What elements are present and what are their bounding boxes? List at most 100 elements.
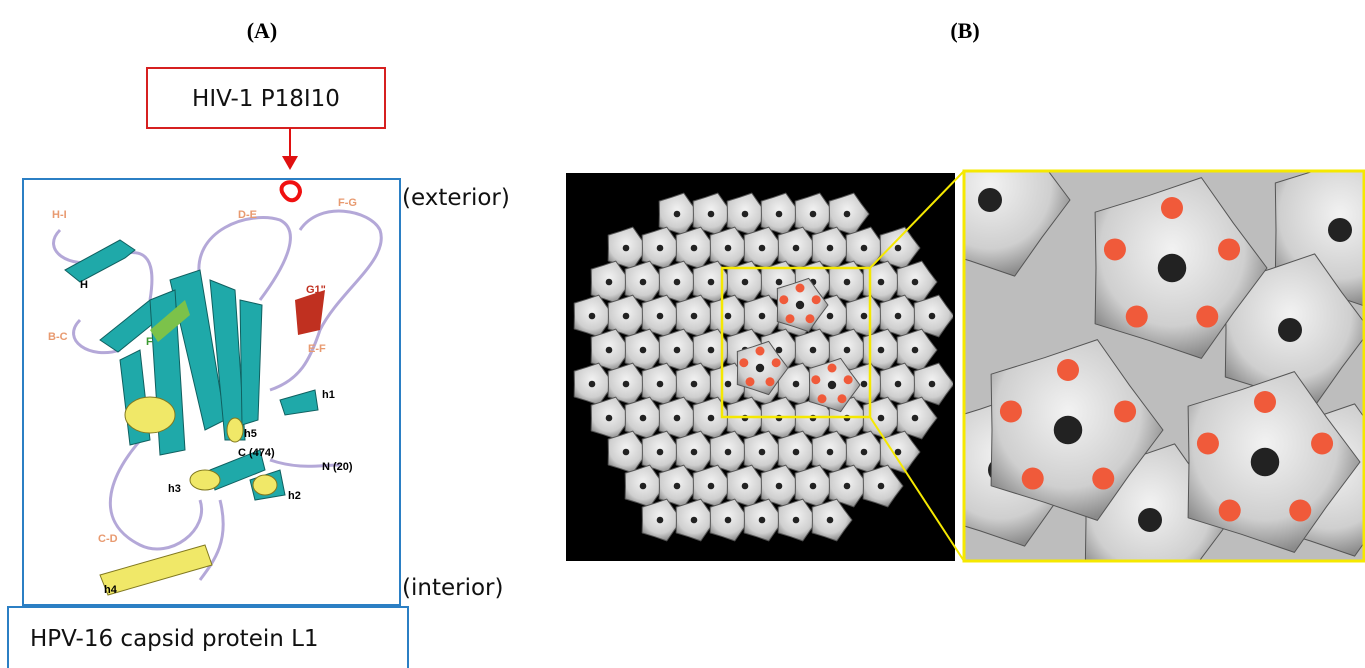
protein-box <box>7 606 409 668</box>
exterior-label: (exterior) <box>402 185 510 211</box>
capsomer-hole <box>826 448 834 456</box>
virus-capsid <box>573 192 953 542</box>
capsomer-hole <box>775 210 783 218</box>
capsomer-hole <box>656 516 664 524</box>
capsomer-hole <box>673 278 681 286</box>
marker-dot <box>785 314 795 324</box>
marker-dot <box>1254 391 1276 413</box>
structure-label: B-C <box>48 331 68 343</box>
marker-dot <box>779 295 789 305</box>
capsomer-hole <box>588 380 596 388</box>
capsomer-hole <box>741 482 749 490</box>
structure-label: C (474) <box>238 447 275 459</box>
capsomer-hole <box>809 346 817 354</box>
marker-dot <box>1218 499 1241 522</box>
capsomer-hole <box>860 448 868 456</box>
capsomer-hole <box>673 346 681 354</box>
zoom-view <box>965 172 1363 560</box>
capsomer-hole <box>860 312 868 320</box>
capsomer-hole <box>792 244 800 252</box>
capsomer-hole <box>741 278 749 286</box>
insert-loop <box>279 180 303 203</box>
panel-label: (B) <box>950 18 979 43</box>
capsomer-hole <box>673 482 681 490</box>
zoom-frame <box>962 169 1365 563</box>
structure-label: h2 <box>288 490 301 502</box>
capsomer-hole <box>690 244 698 252</box>
capsomer-hole <box>826 312 834 320</box>
marker-dot <box>739 358 749 368</box>
capsomer-hole <box>826 244 834 252</box>
capsomer-hole <box>894 448 902 456</box>
capsomer-hole <box>639 346 647 354</box>
structure-label: h4 <box>104 584 118 596</box>
capsomer-hole <box>622 244 630 252</box>
capsomer-hole <box>843 278 851 286</box>
capsomer-hole <box>724 380 732 388</box>
capsomer-hole <box>877 482 885 490</box>
capsomer-hole <box>605 346 613 354</box>
zoom-connector <box>869 170 965 269</box>
marker-dot <box>1196 305 1219 328</box>
marker-dot <box>837 394 847 404</box>
interior-label: (interior) <box>402 575 503 601</box>
capsomer-hole <box>775 482 783 490</box>
capsomer-hole <box>1138 508 1162 532</box>
capsomer-hole <box>894 312 902 320</box>
capsomer-hole <box>724 244 732 252</box>
capsomer-hole <box>911 414 919 422</box>
marker-dot <box>745 377 755 387</box>
capsomer-hole <box>792 448 800 456</box>
capsomer-hole <box>827 380 837 390</box>
structure-label: G1" <box>306 284 326 296</box>
structure-label: D-E <box>238 209 257 221</box>
capsomer-hole <box>656 244 664 252</box>
marker-dot <box>1196 432 1219 455</box>
capsomer-hole <box>673 210 681 218</box>
capsomer-hole <box>809 482 817 490</box>
capsomer-hole <box>894 380 902 388</box>
marker-dot <box>1289 499 1312 522</box>
marker-dot <box>805 314 815 324</box>
capsomer-hole <box>826 516 834 524</box>
capsomer-hole <box>1157 253 1187 283</box>
structure-label: H <box>80 279 88 291</box>
capsomer-hole <box>911 278 919 286</box>
structure-label: h3 <box>168 483 181 495</box>
marker-dot <box>765 377 775 387</box>
capsomer-hole <box>673 414 681 422</box>
marker-dot <box>1114 400 1137 423</box>
structure-label: H-I <box>52 209 67 221</box>
capsomer-hole <box>690 448 698 456</box>
arrow-head <box>282 156 298 170</box>
capsomer-hole <box>622 448 630 456</box>
marker-dot <box>795 283 805 293</box>
capsomer-hole <box>605 414 613 422</box>
f-strand <box>150 300 190 342</box>
capsomer-hole <box>707 210 715 218</box>
capsomer-hole <box>758 516 766 524</box>
structure-label: F <box>146 336 153 348</box>
marker-dot <box>1218 238 1241 261</box>
capsomer-hole <box>877 278 885 286</box>
capsomer-hole <box>755 363 765 373</box>
capsomer-hole <box>707 482 715 490</box>
capsomer-hole <box>860 244 868 252</box>
structure-label: E-F <box>308 343 326 355</box>
insert-label: HIV-1 P18I10 <box>192 86 340 112</box>
marker-dot <box>1021 467 1044 490</box>
structure-label: F-G <box>338 197 357 209</box>
capsomer-hole <box>690 312 698 320</box>
capsomer-hole <box>843 482 851 490</box>
capsomer-hole <box>588 312 596 320</box>
capsomer-hole <box>860 380 868 388</box>
marker-dot <box>1125 305 1148 328</box>
capsomer-hole <box>724 312 732 320</box>
capsomer-hole <box>978 188 1002 212</box>
capsomer-hole <box>639 414 647 422</box>
capsomer-hole <box>877 346 885 354</box>
helices <box>99 396 278 596</box>
zoom-region <box>720 266 872 419</box>
g1-strand <box>295 290 325 335</box>
